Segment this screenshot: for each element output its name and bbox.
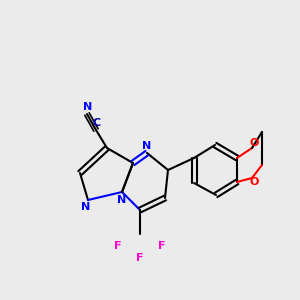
Text: N: N (81, 202, 91, 212)
Text: N: N (117, 195, 127, 205)
Text: C: C (93, 118, 101, 128)
Text: N: N (142, 141, 152, 151)
Text: N: N (83, 102, 93, 112)
Text: F: F (158, 241, 166, 251)
Text: O: O (249, 138, 259, 148)
Text: F: F (114, 241, 122, 251)
Text: F: F (136, 253, 144, 263)
Text: O: O (249, 177, 259, 187)
